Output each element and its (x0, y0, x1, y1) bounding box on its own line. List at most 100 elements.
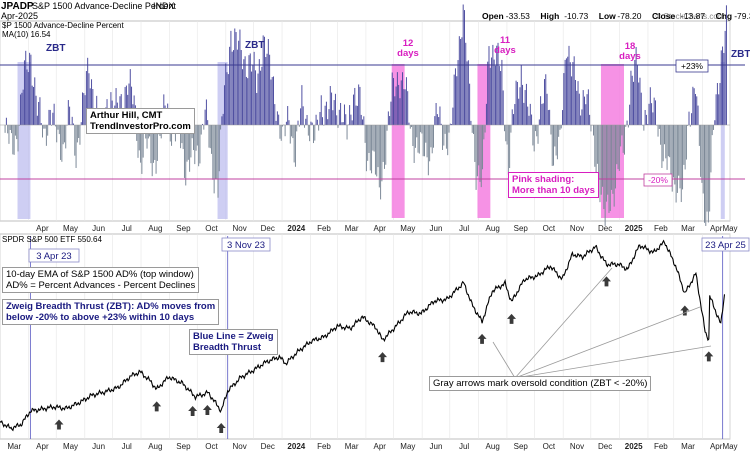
price-line (0, 239, 726, 432)
ad-bar (569, 62, 571, 125)
ad-bar (333, 100, 335, 125)
ad-bar (285, 121, 287, 125)
ad-bar (408, 122, 410, 125)
ohlc-label: Close (652, 11, 675, 21)
ad-bar (80, 122, 82, 125)
ad-bar (226, 72, 228, 125)
ad-bar (254, 70, 256, 125)
ohlc-label: High (540, 11, 559, 21)
ad-bar (306, 114, 308, 125)
ad-bar (129, 69, 131, 125)
ad-bar (470, 120, 472, 125)
ad-bar (400, 80, 402, 125)
ad-bar (287, 106, 289, 125)
ad-bar (674, 125, 676, 185)
author-note: Arthur Hill, CMT TrendInvestorPro.com (86, 108, 195, 134)
month-tick-label: Mar (345, 442, 359, 451)
ad-bar (439, 106, 441, 125)
ad-bar (87, 57, 89, 126)
ad-bar (515, 80, 517, 125)
ad-bar (61, 125, 63, 162)
ad-bar (22, 89, 24, 125)
ad-bar (531, 114, 533, 125)
ad-bar (200, 125, 202, 135)
ad-bar (602, 125, 604, 187)
month-tick-label: Feb (317, 224, 331, 233)
pointer-line (514, 306, 701, 379)
upper-level-text: +23% (681, 61, 703, 71)
ad-bar (633, 81, 635, 125)
ad-bar (331, 92, 333, 125)
ad-bar (647, 123, 649, 125)
month-tick-label: Oct (205, 442, 218, 451)
ad-bar (203, 125, 205, 130)
ad-bar (320, 95, 322, 125)
watermark-text: © StockCharts.com (655, 12, 724, 21)
top-panel-title: $P 1500 Advance-Decline Percent (2, 21, 124, 30)
ad-bar (271, 77, 273, 125)
ad-bar (332, 110, 334, 125)
ad-bar (205, 99, 207, 125)
ad-bar (128, 83, 130, 125)
ad-bar (625, 125, 627, 127)
ad-bar (65, 125, 67, 149)
month-tick-label: Oct (543, 224, 556, 233)
ad-bar (627, 125, 629, 128)
ad-bar (324, 105, 326, 125)
ad-bar (514, 104, 516, 125)
ad-bar (634, 59, 636, 125)
ad-bar (666, 125, 668, 170)
ad-bar (643, 125, 645, 131)
ad-bar (369, 125, 371, 171)
ad-bar (42, 125, 43, 138)
ad-bar (573, 56, 575, 126)
ad-bar (284, 125, 286, 137)
month-tick-label: Sep (514, 442, 529, 451)
ad-bar (538, 119, 540, 125)
ad-bar (292, 125, 294, 139)
ad-bar (436, 114, 438, 125)
days-label: 18 days (619, 41, 641, 62)
blue-line-note: Blue Line = Zweig Breadth Thrust (189, 329, 278, 355)
ad-bar (624, 125, 625, 155)
ad-bar (319, 112, 321, 125)
days-word: days (397, 48, 419, 59)
ad-bar (245, 76, 247, 125)
ad-bar (487, 61, 489, 125)
ad-bar (45, 125, 47, 146)
ad-bar (18, 125, 20, 126)
ad-bar (511, 109, 513, 125)
ad-bar (20, 94, 22, 125)
month-tick-label: Mar (345, 224, 359, 233)
ad-bar (217, 125, 219, 198)
ad-bar (635, 47, 637, 125)
ad-bar (199, 125, 201, 164)
ad-bar (212, 125, 214, 180)
ad-bar (422, 125, 424, 157)
ad-bar (240, 50, 242, 125)
ad-bar (426, 125, 428, 158)
symbol-text[interactable]: JPADP (1, 1, 34, 12)
ad-bar (378, 125, 380, 188)
ad-bar (433, 125, 434, 148)
ad-bar (696, 96, 698, 125)
ad-bar (586, 94, 588, 125)
ad-bar (460, 38, 462, 125)
ad-bar (520, 65, 522, 125)
ad-bar (146, 125, 148, 149)
ad-bar (17, 125, 19, 152)
month-tick-label: Jun (92, 224, 105, 233)
ad-bar (724, 30, 726, 125)
month-tick-label: Mar (681, 224, 695, 233)
date-text: Apr-2025 (1, 11, 38, 21)
month-tick-label: Jun (430, 224, 443, 233)
ad-bar (53, 103, 55, 125)
month-tick-label: May (722, 442, 737, 451)
month-tick-label: Jun (92, 442, 105, 451)
ad-bar (83, 93, 85, 125)
bottom-month-axis: Mar Apr May Jun Jul Aug Sep Oct Nov Dec 2024 Feb Mar… (7, 442, 737, 451)
month-tick-label: Apr (36, 224, 49, 233)
ad-bar (395, 86, 397, 125)
ad-bar (151, 125, 153, 177)
oversold-arrow (188, 405, 198, 416)
